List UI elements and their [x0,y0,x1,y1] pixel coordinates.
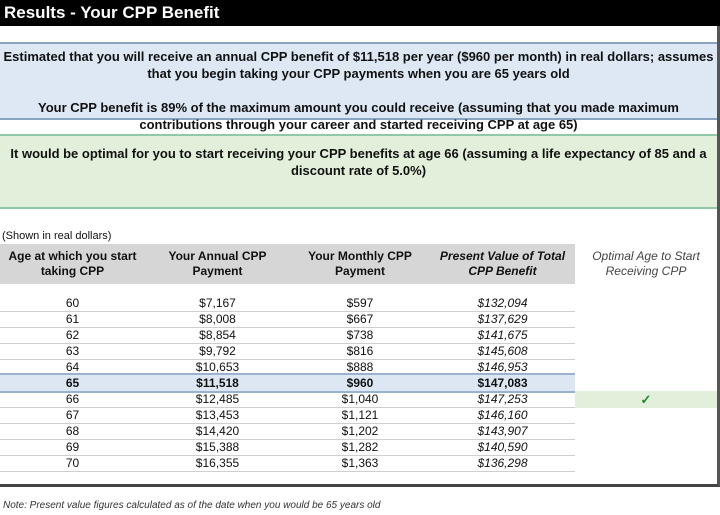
footnote: Note: Present value figures calculated a… [3,500,381,511]
annual-payment-cell: $8,854 [199,328,236,342]
table-row: 69 $15,388 $1,282 $140,590 [0,439,575,456]
annual-payment-cell: $14,420 [195,424,240,438]
header-age: Age at which you start taking CPP [8,249,137,278]
present-value-cell: $147,253 [477,392,528,406]
annual-payment-cell: $10,653 [195,360,240,374]
age-cell: 68 [65,424,80,438]
age-cell: 69 [65,440,80,454]
present-value-cell: $141,675 [477,328,528,342]
annual-payment-cell: $13,453 [195,408,240,422]
monthly-payment-cell: $1,121 [341,408,379,422]
age-cell: 67 [65,408,80,422]
optimal-age-text: It would be optimal for you to start rec… [10,146,707,178]
table-header-bg [0,244,575,284]
annual-payment-cell: $11,518 [196,376,239,390]
monthly-payment-cell: $1,040 [341,392,379,406]
table-row: 63 $9,792 $816 $145,608 [0,343,575,360]
age-cell: 65 [65,376,80,390]
table-row: 62 $8,854 $738 $141,675 [0,327,575,344]
present-value-cell: $146,160 [477,408,528,422]
table-row: 60 $7,167 $597 $132,094 [0,295,575,312]
present-value-cell: $132,094 [477,296,528,310]
header-annual: Your Annual CPP Payment [168,249,267,278]
table-caption: (Shown in real dollars) [2,230,112,242]
age-cell: 62 [65,328,80,342]
present-value-cell: $136,298 [477,456,528,470]
annual-payment-cell: $7,167 [199,296,236,310]
table-row: 70 $16,355 $1,363 $136,298 [0,455,575,472]
present-value-cell: $147,083 [477,376,528,390]
table-row: 66 $12,485 $1,040 $147,253 [0,391,575,408]
age-cell: 64 [65,360,80,374]
header-optimal-age: Optimal Age to Start Receiving CPP [592,249,700,278]
present-value-cell: $145,608 [477,344,528,358]
annual-payment-cell: $15,388 [195,440,240,454]
age-cell: 70 [65,456,80,470]
age-cell: 60 [65,296,80,310]
monthly-payment-cell: $667 [346,312,374,326]
benefit-summary-box: Estimated that you will receive an annua… [0,42,717,132]
monthly-payment-cell: $1,282 [341,440,379,454]
present-value-cell: $137,629 [477,312,528,326]
monthly-payment-cell: $960 [346,376,374,390]
table-row: 68 $14,420 $1,202 $143,907 [0,423,575,440]
percent-of-max-text: Your CPP benefit is 89% of the maximum a… [37,100,679,132]
optimal-age-box: It would be optimal for you to start rec… [0,134,717,209]
age-cell: 61 [65,312,80,326]
monthly-payment-cell: $888 [346,360,374,374]
monthly-payment-cell: $1,363 [341,456,379,470]
annual-payment-cell: $12,485 [195,392,240,406]
table-row: 67 $13,453 $1,121 $146,160 [0,407,575,424]
present-value-cell: $143,907 [477,424,528,438]
present-value-cell: $140,590 [477,440,528,454]
monthly-payment-cell: $597 [346,296,374,310]
annual-payment-cell: $8,008 [199,312,236,326]
table-row: 61 $8,008 $667 $137,629 [0,311,575,328]
header-present-value: Present Value of Total CPP Benefit [439,249,566,278]
estimate-text: Estimated that you will receive an annua… [3,49,714,81]
monthly-payment-cell: $738 [346,328,374,342]
table-row: 65 $11,518 $960 $147,083 [0,373,575,393]
monthly-payment-cell: $1,202 [341,424,379,438]
checkmark-icon: ✓ [575,391,717,408]
annual-payment-cell: $16,355 [195,456,240,470]
monthly-payment-cell: $816 [346,344,374,358]
age-cell: 66 [65,392,80,406]
header-monthly: Your Monthly CPP Payment [308,249,412,278]
page-title: Results - Your CPP Benefit [0,0,720,26]
age-cell: 63 [65,344,80,358]
present-value-cell: $146,953 [477,360,528,374]
annual-payment-cell: $9,792 [199,344,236,358]
results-frame [0,26,720,487]
